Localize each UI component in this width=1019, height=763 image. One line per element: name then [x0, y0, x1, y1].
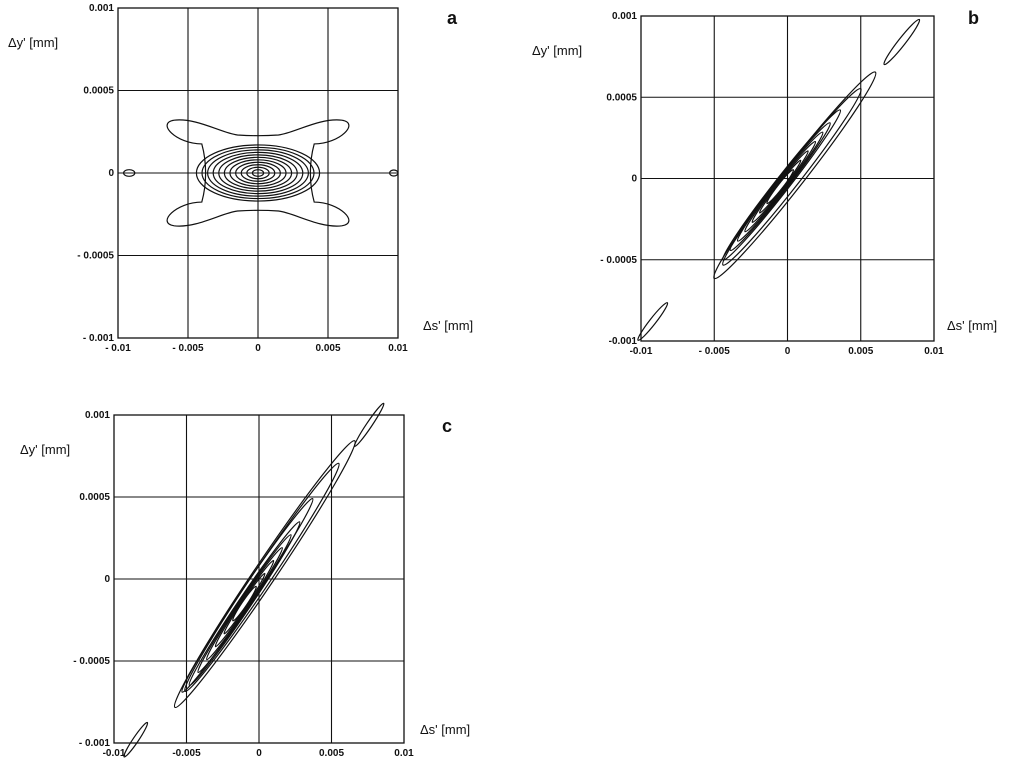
contour-line-a	[201, 146, 315, 200]
x-tick-label-b: 0.005	[848, 346, 873, 357]
contour-line-b	[729, 122, 831, 252]
x-tick-label-c: 0.01	[394, 748, 414, 759]
panel-label-c: c	[442, 416, 452, 436]
x-tick-label-b: 0	[785, 346, 791, 357]
y-tick-label-c: 0	[104, 574, 110, 585]
contour-line-b	[751, 150, 809, 223]
ylabel-a: Δy' [mm]	[8, 35, 58, 50]
panel-a: - 0.01 - 0.005 0 0.005 0.01 - 0.001 - 0.0005 0 0…	[8, 3, 473, 354]
y-tick-label-a: - 0.0005	[77, 251, 114, 262]
contour-line-a	[218, 154, 298, 192]
contour-line-b	[736, 131, 824, 242]
x-tick-label-c: 0.005	[319, 748, 344, 759]
panel-b: -0.01 - 0.005 0 0.005 0.01 -0.001 - 0.0005 0 0.0…	[532, 8, 997, 357]
contour-line-c	[206, 547, 283, 661]
contour-line-a	[229, 159, 287, 187]
contour-line-c	[232, 585, 257, 622]
y-tick-label-a: - 0.001	[83, 333, 115, 344]
contour-line-c	[123, 721, 149, 758]
contour-line-a	[251, 169, 265, 177]
x-tick-label-c: 0	[256, 748, 262, 759]
contour-line-b	[637, 302, 669, 341]
contour-line-c	[353, 402, 385, 447]
ticks-c: -0.01 -0.005 0 0.005 0.01 - 0.001 - 0.0005 0 0.0…	[73, 410, 414, 759]
ticks-b: -0.01 - 0.005 0 0.005 0.01 -0.001 - 0.0005 0 0.0…	[600, 11, 944, 357]
contour-line-a	[235, 161, 282, 185]
panel-label-a: a	[447, 8, 458, 28]
contour-line-a	[195, 144, 321, 202]
contours-c	[123, 402, 385, 758]
grid-b	[640, 15, 935, 342]
xlabel-b: Δs' [mm]	[947, 318, 997, 333]
x-tick-label-c: -0.01	[103, 748, 126, 759]
contour-line-b	[722, 109, 842, 261]
grid-a	[117, 7, 399, 339]
contour-line-a	[207, 149, 310, 197]
ylabel-b: Δy' [mm]	[532, 43, 582, 58]
contour-line-a	[122, 169, 136, 177]
contour-line-a	[246, 166, 270, 180]
y-tick-label-c: - 0.001	[79, 738, 111, 749]
x-tick-label-a: 0	[255, 343, 261, 354]
x-tick-label-b: -0.01	[630, 346, 653, 357]
panel-label-b: b	[968, 8, 979, 28]
contour-line-a	[223, 156, 293, 190]
contour-line-a	[388, 169, 399, 177]
y-tick-label-c: - 0.0005	[73, 656, 110, 667]
y-tick-label-b: - 0.0005	[600, 255, 637, 266]
x-tick-label-a: 0.01	[388, 343, 408, 354]
y-tick-label-b: 0.001	[612, 11, 637, 22]
ylabel-c: Δy' [mm]	[20, 442, 70, 457]
xlabel-c: Δs' [mm]	[420, 722, 470, 737]
y-tick-label-b: -0.001	[609, 336, 638, 347]
x-tick-label-a: - 0.01	[105, 343, 131, 354]
contours-b	[637, 18, 921, 341]
contour-line-a	[240, 164, 276, 182]
x-tick-label-b: 0.01	[924, 346, 944, 357]
panel-c: -0.01 -0.005 0 0.005 0.01 - 0.001 - 0.0005 0 0.0…	[20, 402, 470, 759]
contour-line-b	[883, 18, 921, 66]
x-tick-label-c: -0.005	[172, 748, 201, 759]
x-tick-label-a: 0.005	[315, 343, 340, 354]
contours-a	[122, 119, 399, 227]
y-tick-label-b: 0	[631, 174, 637, 185]
contour-line-b	[766, 169, 795, 205]
contour-line-b	[744, 140, 817, 233]
contour-line-a	[212, 151, 304, 195]
contour-line-a	[166, 119, 350, 227]
y-tick-label-a: 0	[108, 168, 114, 179]
ticks-a: - 0.01 - 0.005 0 0.005 0.01 - 0.001 - 0.0005 0 0…	[77, 3, 408, 354]
y-tick-label-b: 0.0005	[606, 92, 637, 103]
y-tick-label-c: 0.0005	[79, 492, 110, 503]
y-tick-label-a: 0.001	[89, 3, 114, 14]
contour-line-c	[173, 440, 356, 709]
xlabel-a: Δs' [mm]	[423, 318, 473, 333]
x-tick-label-b: - 0.005	[699, 346, 731, 357]
contour-line-c	[197, 534, 292, 674]
grid-c	[113, 414, 405, 744]
y-tick-label-c: 0.001	[85, 410, 110, 421]
y-tick-label-a: 0.0005	[83, 86, 114, 97]
contour-line-c	[188, 521, 301, 686]
contour-line-c	[214, 559, 275, 648]
x-tick-label-a: - 0.005	[172, 343, 204, 354]
